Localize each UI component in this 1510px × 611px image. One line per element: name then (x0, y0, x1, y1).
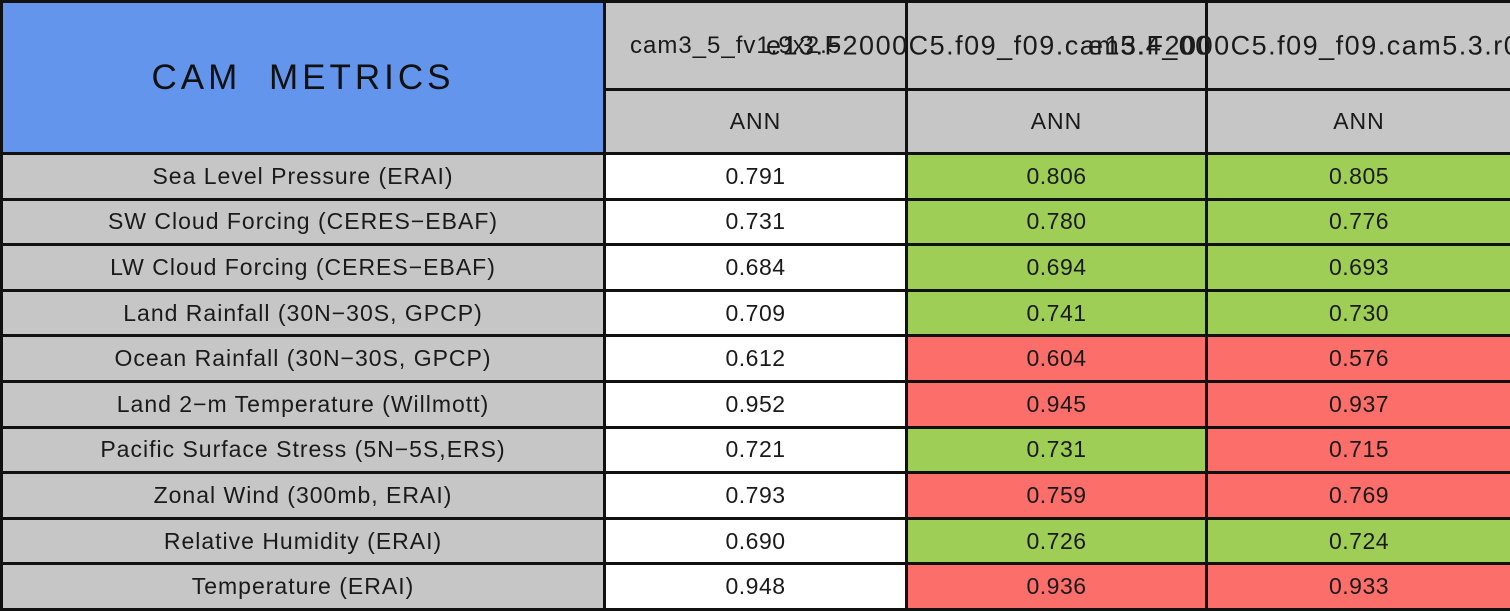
table-row: Sea Level Pressure (ERAI) 0.791 0.806 0.… (0, 152, 1510, 201)
metric-value-cell: 0.806 (905, 152, 1208, 201)
metric-value-cell: 0.780 (905, 197, 1208, 247)
model-header-cell-2 (905, 0, 1208, 91)
season-header-3: ANN (1205, 88, 1510, 155)
metric-value-cell: 0.612 (603, 334, 908, 383)
metric-value-cell: 0.769 (1205, 471, 1510, 520)
metric-value-cell: 0.731 (905, 425, 1208, 475)
season-header-row: ANN ANN ANN (2, 88, 1510, 155)
table-row: LW Cloud Forcing (CERES−EBAF) 0.684 0.69… (0, 243, 1510, 292)
metric-value-cell: 0.793 (603, 471, 908, 520)
model-header-row: CAM METRICS (0, 0, 1510, 155)
table-row: Pacific Surface Stress (5N−5S,ERS) 0.721… (0, 425, 1510, 475)
metric-value-cell: 0.731 (603, 197, 908, 247)
metric-label: Pacific Surface Stress (5N−5S,ERS) (0, 425, 606, 475)
table-row: SW Cloud Forcing (CERES−EBAF) 0.731 0.78… (0, 197, 1510, 247)
metric-value-cell: 0.791 (603, 152, 908, 201)
metric-value-cell: 0.690 (603, 516, 908, 566)
metric-value-cell: 0.693 (1205, 243, 1510, 292)
metric-label: Zonal Wind (300mb, ERAI) (0, 471, 606, 520)
metric-label: SW Cloud Forcing (CERES−EBAF) (0, 197, 606, 247)
metric-label: Sea Level Pressure (ERAI) (0, 152, 606, 201)
table-row: Land 2−m Temperature (Willmott) 0.952 0.… (0, 379, 1510, 429)
metric-value-cell: 0.759 (905, 471, 1208, 520)
table-title: CAM METRICS (0, 0, 606, 155)
metric-value-cell: 0.715 (1205, 425, 1510, 475)
table-row: Land Rainfall (30N−30S, GPCP) 0.709 0.74… (0, 288, 1510, 338)
table-row: Zonal Wind (300mb, ERAI) 0.793 0.759 0.7… (0, 471, 1510, 520)
metric-value-cell: 0.604 (905, 334, 1208, 383)
metric-value-cell: 0.726 (905, 516, 1208, 566)
table-row: Temperature (ERAI) 0.948 0.936 0.933 (0, 562, 1510, 611)
metric-value-cell: 0.937 (1205, 379, 1510, 429)
metric-value-cell: 0.776 (1205, 197, 1510, 247)
metric-label: Temperature (ERAI) (0, 562, 606, 611)
metric-value-cell: 0.730 (1205, 288, 1510, 338)
metric-label: LW Cloud Forcing (CERES−EBAF) (0, 243, 606, 292)
metric-value-cell: 0.948 (603, 562, 908, 611)
metric-value-cell: 0.724 (1205, 516, 1510, 566)
metric-label: Relative Humidity (ERAI) (0, 516, 606, 566)
metric-value-cell: 0.721 (603, 425, 908, 475)
season-header-1: ANN (603, 88, 908, 155)
metric-value-cell: 0.741 (905, 288, 1208, 338)
metric-value-cell: 0.805 (1205, 152, 1510, 201)
metric-value-cell: 0.694 (905, 243, 1208, 292)
table-row: Ocean Rainfall (30N−30S, GPCP) 0.612 0.6… (0, 334, 1510, 383)
model-header-cell-1 (603, 0, 908, 91)
metric-value-cell: 0.952 (603, 379, 908, 429)
metric-label: Land 2−m Temperature (Willmott) (0, 379, 606, 429)
metric-value-cell: 0.709 (603, 288, 908, 338)
metric-label: Ocean Rainfall (30N−30S, GPCP) (0, 334, 606, 383)
metric-value-cell: 0.684 (603, 243, 908, 292)
season-header-2: ANN (905, 88, 1208, 155)
table-row: Relative Humidity (ERAI) 0.690 0.726 0.7… (0, 516, 1510, 566)
metric-label: Land Rainfall (30N−30S, GPCP) (0, 288, 606, 338)
model-header-cell-3 (1205, 0, 1510, 91)
metric-value-cell: 0.933 (1205, 562, 1510, 611)
metric-value-cell: 0.576 (1205, 334, 1510, 383)
metric-value-cell: 0.945 (905, 379, 1208, 429)
metric-value-cell: 0.936 (905, 562, 1208, 611)
